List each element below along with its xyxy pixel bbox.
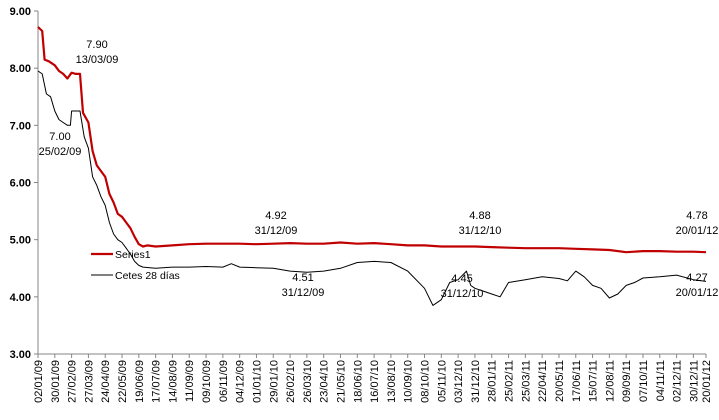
x-tick-label: 30/12/11 bbox=[688, 360, 700, 402]
annotation-date: 25/02/09 bbox=[39, 146, 82, 158]
x-tick-label: 26/02/10 bbox=[285, 360, 297, 403]
annotation-date: 20/01/12 bbox=[676, 287, 719, 299]
x-tick-label: 11/09/09 bbox=[184, 360, 196, 402]
annotations: 7.90 13/03/09 7.00 25/02/09 4.92 31/12/09 4.51… bbox=[39, 39, 719, 300]
annotation-date: 31/12/10 bbox=[441, 288, 484, 300]
annotation-date: 20/01/12 bbox=[676, 225, 719, 237]
x-tick-label: 23/04/10 bbox=[319, 360, 331, 403]
x-tick-label: 06/11/09 bbox=[218, 360, 230, 402]
annotation-date: 31/12/09 bbox=[282, 287, 325, 299]
x-tick-label: 15/07/11 bbox=[588, 360, 600, 402]
x-tick-label: 24/04/09 bbox=[100, 360, 112, 403]
x-tick-label: 09/09/11 bbox=[621, 360, 633, 402]
x-tick-label: 21/05/10 bbox=[335, 360, 347, 403]
x-tick-label: 22/05/09 bbox=[117, 360, 129, 403]
x-tick-label: 25/03/11 bbox=[520, 360, 532, 402]
x-tick-label: 09/10/09 bbox=[201, 360, 213, 403]
annotation-value: 4.88 bbox=[469, 210, 490, 222]
x-tick-label: 31/12/10 bbox=[470, 360, 482, 403]
annotation-date: 31/12/10 bbox=[459, 225, 502, 237]
x-tick-label: 16/07/10 bbox=[369, 360, 381, 403]
x-tick-label: 08/10/10 bbox=[420, 360, 432, 403]
x-tick-label: 26/03/10 bbox=[302, 360, 314, 403]
annotation-value: 4.78 bbox=[686, 210, 707, 222]
y-tick-label: 9.00 bbox=[10, 6, 31, 18]
x-tick-label: 28/01/11 bbox=[487, 360, 499, 402]
legend-label: Cetes 28 días bbox=[115, 270, 180, 282]
x-tick-label: 02/12/11 bbox=[672, 360, 684, 402]
x-tick-label: 20/05/11 bbox=[554, 360, 566, 402]
x-tick-label: 25/02/11 bbox=[504, 360, 516, 402]
annotation-value: 4.92 bbox=[265, 210, 286, 222]
y-tick-label: 6.00 bbox=[10, 178, 31, 190]
series1-line bbox=[37, 26, 707, 254]
y-tick-label: 7.00 bbox=[10, 120, 31, 132]
y-tick-label: 8.00 bbox=[10, 63, 31, 75]
x-tick-label: 03/12/10 bbox=[453, 360, 465, 403]
annotation-value: 4.27 bbox=[686, 272, 707, 284]
x-tick-label: 27/02/09 bbox=[67, 360, 79, 403]
annotation-value: 4.51 bbox=[292, 272, 313, 284]
x-tick-label: 07/10/11 bbox=[638, 360, 650, 402]
y-tick-label: 4.00 bbox=[10, 292, 31, 304]
x-tick-label: 04/12/09 bbox=[235, 360, 247, 403]
x-tick-label: 13/08/10 bbox=[386, 360, 398, 403]
x-tick-label: 17/07/09 bbox=[151, 360, 163, 403]
x-tick-label: 12/08/11 bbox=[604, 360, 616, 402]
annotation-value: 4.45 bbox=[451, 273, 472, 285]
x-tick-label: 17/06/11 bbox=[571, 360, 583, 402]
x-tick-label: 22/04/11 bbox=[537, 360, 549, 402]
x-tick-label: 30/01/09 bbox=[50, 360, 62, 403]
x-tick-label: 04/11/11 bbox=[655, 360, 667, 401]
x-tick-label: 19/06/09 bbox=[134, 360, 146, 403]
legend: Series1 Cetes 28 días bbox=[91, 249, 180, 282]
x-tick-label: 20/01/12 bbox=[701, 360, 713, 403]
x-tick-label: 18/06/10 bbox=[352, 360, 364, 403]
y-tick-label: 5.00 bbox=[10, 235, 31, 247]
annotation-value: 7.90 bbox=[86, 39, 107, 51]
annotation-value: 7.00 bbox=[49, 131, 70, 143]
annotation-date: 13/03/09 bbox=[76, 54, 119, 66]
axes: 3.00 4.00 5.00 6.00 7.00 8.00 9.00 02/01/09 30/0… bbox=[10, 6, 713, 403]
annotation-date: 31/12/09 bbox=[255, 225, 298, 237]
x-tick-label: 27/03/09 bbox=[83, 360, 95, 403]
series-lines bbox=[37, 26, 707, 306]
y-tick-label: 3.00 bbox=[10, 349, 31, 361]
x-tick-label: 29/01/10 bbox=[268, 360, 280, 403]
x-tick-label: 01/01/10 bbox=[251, 360, 263, 403]
x-tick-label: 02/01/09 bbox=[33, 360, 45, 403]
x-tick-label: 05/11/10 bbox=[436, 360, 448, 402]
x-tick-label: 10/09/10 bbox=[403, 360, 415, 403]
x-tick-label: 14/08/09 bbox=[167, 360, 179, 403]
cetes-28-dias-line bbox=[37, 70, 707, 306]
legend-label: Series1 bbox=[115, 249, 151, 261]
